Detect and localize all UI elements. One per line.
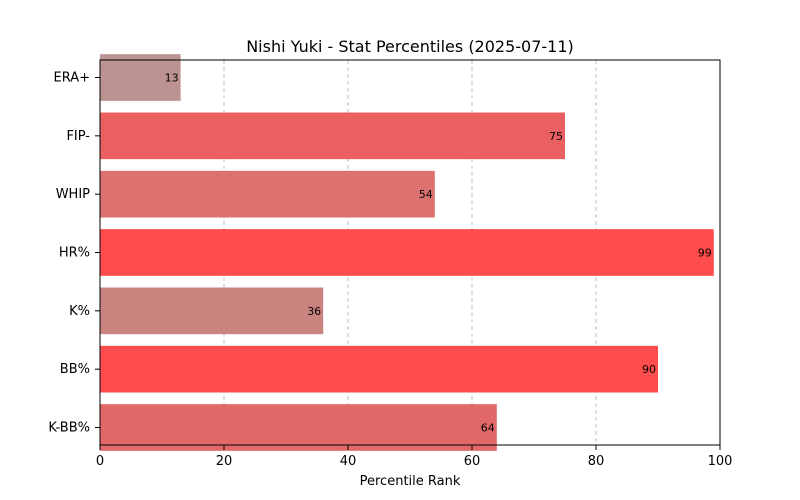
chart-title: Nishi Yuki - Stat Percentiles (2025-07-1…	[246, 37, 574, 56]
bar	[100, 287, 324, 335]
bar	[100, 404, 497, 451]
y-tick-label: WHIP	[56, 187, 90, 202]
x-axis-ticks: 0 20 40 60 80 100	[96, 445, 733, 469]
bar	[100, 170, 435, 218]
x-tick-label: 100	[708, 454, 733, 469]
y-tick-label: K%	[69, 304, 90, 319]
x-axis-label: Percentile Rank	[360, 474, 461, 489]
bar-value-label: 64	[481, 422, 495, 435]
y-tick-label: HR%	[59, 246, 90, 261]
x-tick-label: 20	[216, 454, 233, 469]
data-labels: 13 75 54 99 36 90 64	[165, 72, 712, 435]
y-axis-ticks: ERA+ FIP- WHIP HR% K% BB% K-BB%	[48, 71, 100, 436]
bar	[100, 345, 658, 393]
y-tick-label: K-BB%	[48, 421, 90, 436]
bar	[100, 54, 181, 101]
bar	[100, 112, 565, 160]
x-tick-label: 60	[464, 454, 481, 469]
x-tick-label: 80	[588, 454, 605, 469]
bar-value-label: 90	[642, 363, 656, 376]
bar-value-label: 36	[307, 305, 321, 318]
bars	[100, 54, 714, 451]
y-tick-label: ERA+	[53, 71, 90, 86]
x-tick-label: 0	[96, 454, 104, 469]
bar	[100, 229, 714, 276]
x-tick-label: 40	[340, 454, 357, 469]
bar-value-label: 54	[419, 188, 433, 201]
bar-value-label: 75	[549, 130, 563, 143]
y-tick-label: BB%	[60, 362, 90, 377]
bar-value-label: 13	[165, 72, 179, 85]
y-tick-label: FIP-	[66, 129, 90, 144]
bar-value-label: 99	[698, 247, 712, 260]
